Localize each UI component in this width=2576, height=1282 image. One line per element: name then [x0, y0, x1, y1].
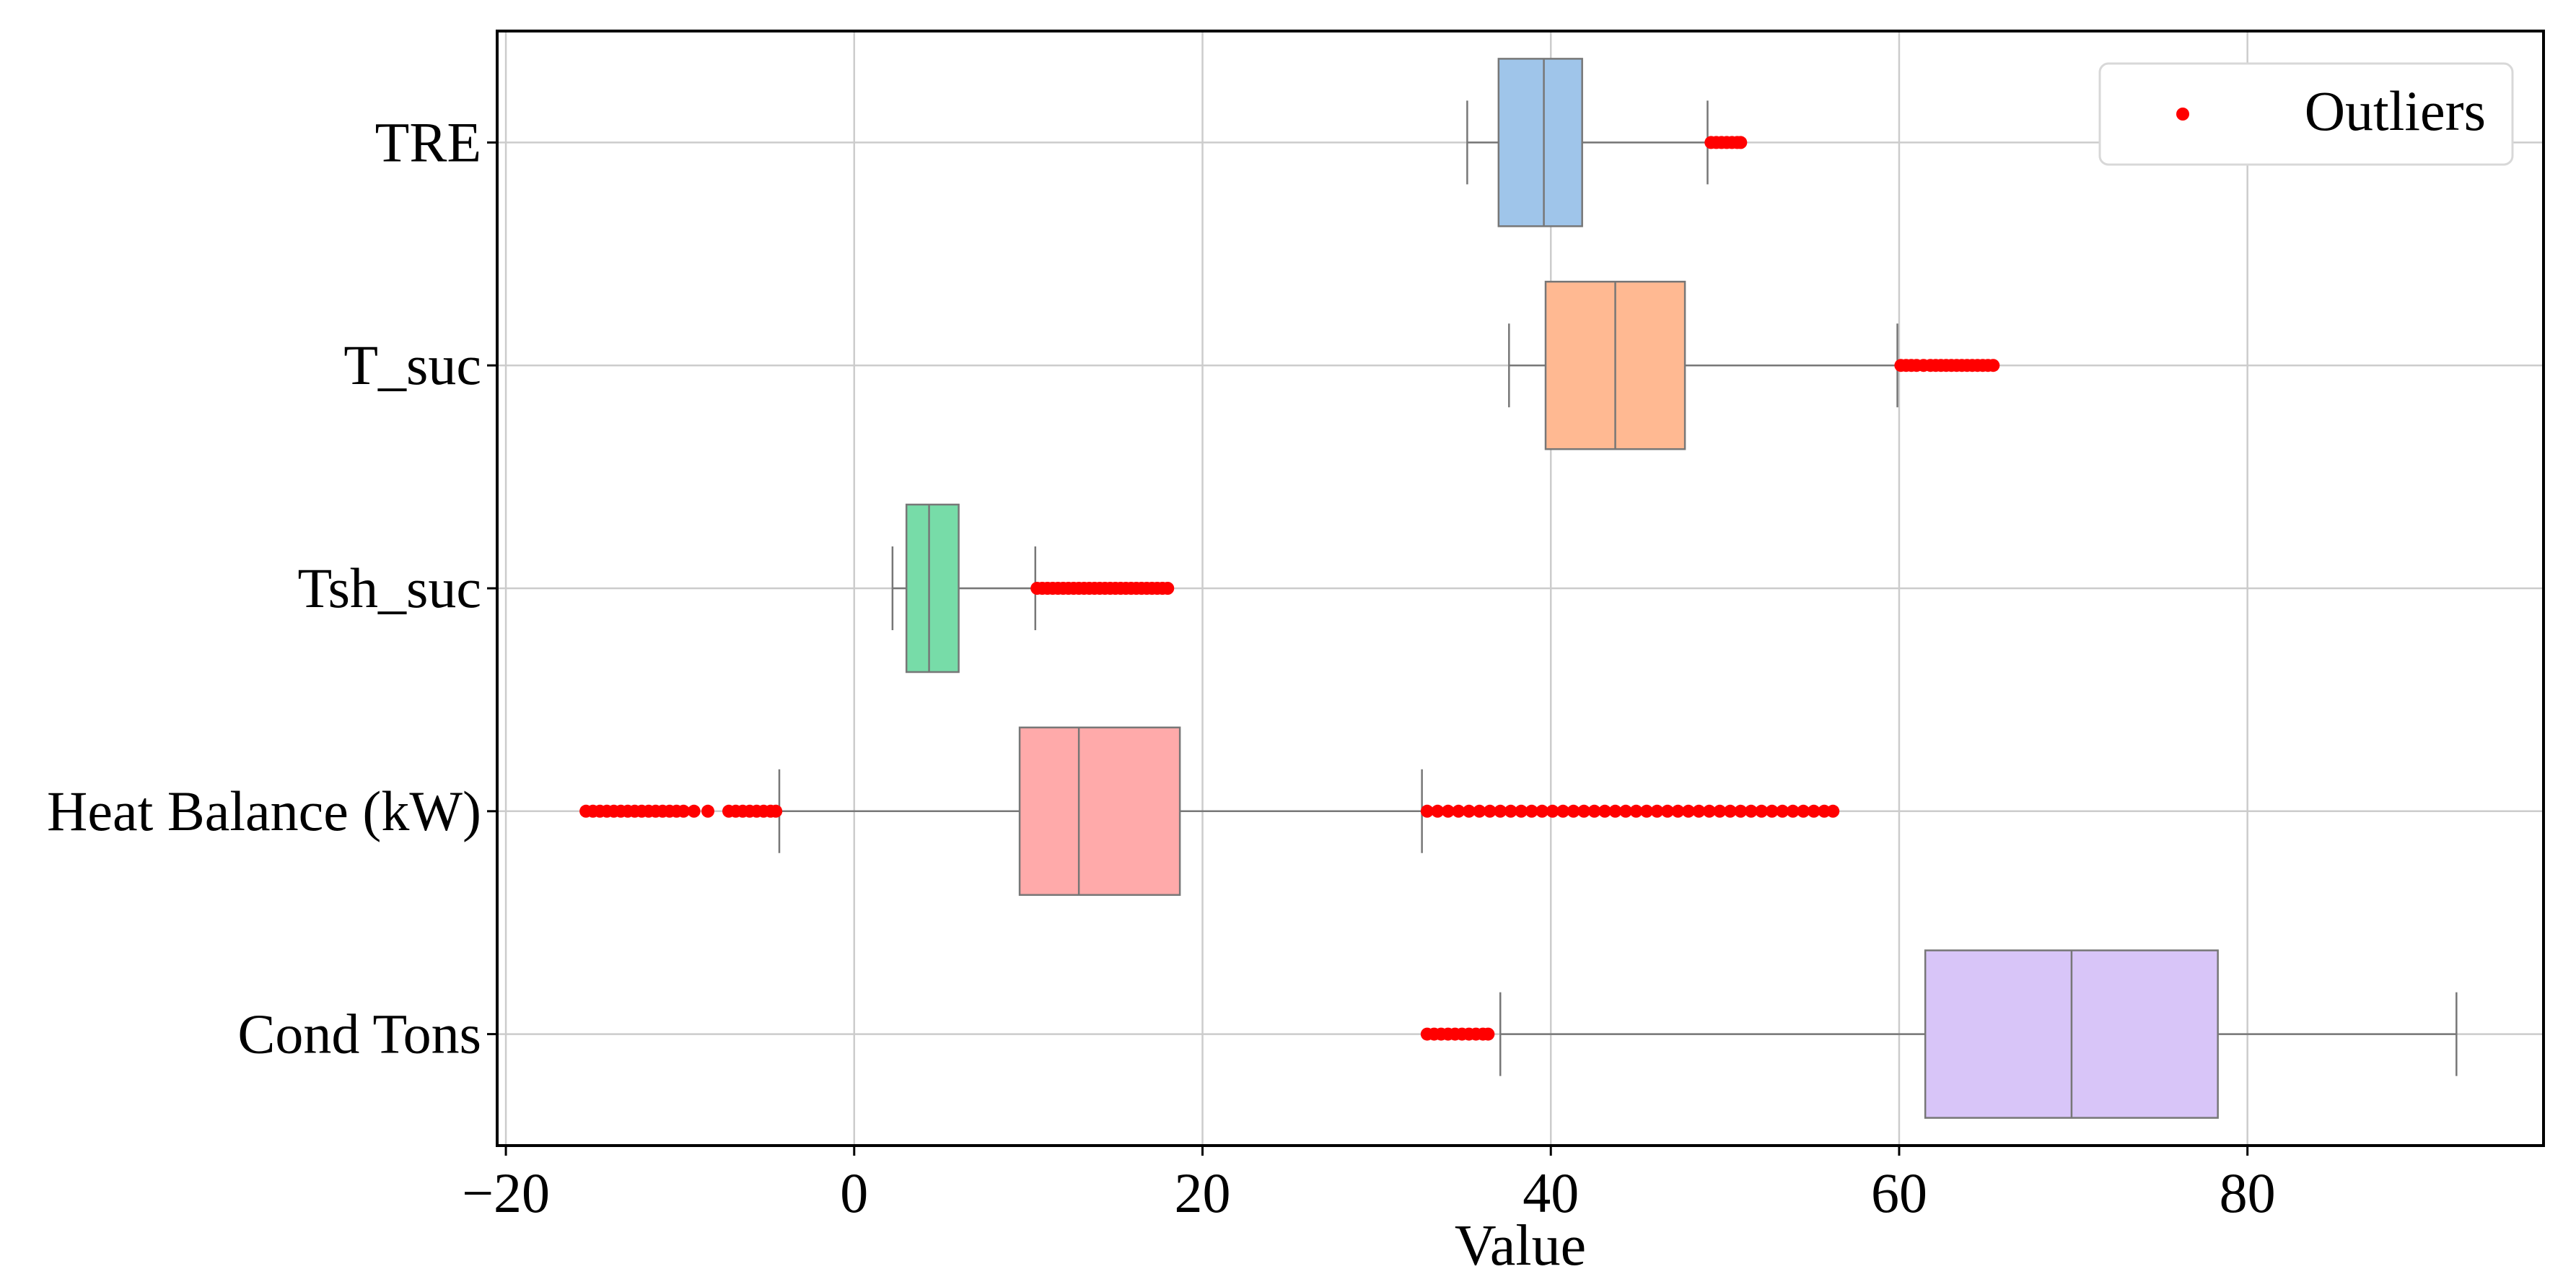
y-tick-label: Tsh_suc [297, 557, 481, 619]
outlier-point [1598, 804, 1612, 818]
box-t-suc [1508, 280, 1898, 450]
boxes [778, 58, 2458, 1119]
box-heat-balance-kw [778, 726, 1423, 897]
outlier-point [1420, 804, 1434, 818]
outlier-point [1608, 804, 1622, 818]
outlier-point [1535, 804, 1549, 818]
outlier-point [769, 804, 783, 818]
box-tsh-suc [891, 503, 1037, 673]
x-tick-label: 80 [2220, 1161, 2276, 1224]
outlier-point [1556, 804, 1570, 818]
outlier-point [1755, 804, 1769, 818]
outlier-point [1713, 804, 1727, 818]
outliers-tsh-suc [1030, 582, 1175, 595]
y-axis-ticks: TRE T_suc Tsh_suc Heat Balance (kW) Cond Ton… [47, 110, 497, 1065]
x-axis-title: Value [1455, 1214, 1586, 1278]
outlier-point [1452, 804, 1466, 818]
outlier-point [1826, 804, 1840, 818]
outlier-point [1797, 804, 1810, 818]
outlier-point [1629, 804, 1643, 818]
outlier-point [1525, 804, 1538, 818]
outlier-point [1723, 804, 1737, 818]
outlier-point [687, 804, 701, 818]
legend-box [2098, 62, 2514, 166]
outlier-point [1639, 804, 1653, 818]
outlier-point [1161, 582, 1175, 595]
outlier-point [1744, 804, 1758, 818]
y-tick-label: TRE [375, 110, 481, 173]
outliers-heat-balance-kw [579, 804, 1840, 818]
outlier-point [1765, 804, 1779, 818]
x-tick-label: 40 [1523, 1161, 1579, 1224]
outlier-point [1650, 804, 1664, 818]
x-tick-label: 60 [1871, 1161, 1927, 1224]
x-tick-label: 20 [1175, 1161, 1231, 1224]
outlier-point [1986, 359, 2000, 372]
outlier-point [677, 804, 691, 818]
outlier-point [1577, 804, 1591, 818]
iqr-box [905, 503, 960, 673]
outlier-point [1587, 804, 1601, 818]
outlier-point [1692, 804, 1706, 818]
iqr-box [1497, 58, 1583, 227]
outlier-point [1660, 804, 1674, 818]
legend-outlier-marker [2176, 108, 2189, 121]
outlier-point [1786, 804, 1800, 818]
outlier-point [1619, 804, 1633, 818]
x-axis-ticks: −20 0 20 40 60 80 [462, 1146, 2276, 1224]
x-tick-label: −20 [462, 1161, 550, 1224]
outlier-point [1494, 804, 1507, 818]
outlier-point [701, 804, 715, 818]
outliers-cond-tons [1420, 1027, 1495, 1041]
outlier-point [1734, 804, 1748, 818]
box-cond-tons [1499, 949, 2458, 1119]
outlier-point [1504, 804, 1517, 818]
legend: Outliers [2098, 62, 2514, 166]
outlier-point [1776, 804, 1789, 818]
outliers-tre [1704, 136, 1748, 149]
outlier-point [1483, 804, 1497, 818]
outlier-point [1702, 804, 1716, 818]
outlier-point [1515, 804, 1528, 818]
outliers [579, 136, 2000, 1041]
outlier-point [1567, 804, 1580, 818]
iqr-box [1018, 726, 1181, 897]
outlier-point [1671, 804, 1685, 818]
outlier-point [1481, 1027, 1495, 1041]
y-tick-label: Cond Tons [237, 1003, 481, 1065]
y-tick-label: Heat Balance (kW) [47, 780, 481, 842]
outlier-point [1431, 804, 1445, 818]
outlier-point [1681, 804, 1695, 818]
outlier-point [1734, 136, 1748, 149]
outliers-t-suc [1894, 359, 2000, 372]
legend-label: Outliers [2305, 79, 2486, 142]
outlier-point [1546, 804, 1559, 818]
outlier-point [1473, 804, 1486, 818]
outlier-point [1462, 804, 1476, 818]
outlier-point [1807, 804, 1821, 818]
outlier-point [1441, 804, 1455, 818]
y-tick-label: T_suc [343, 333, 481, 396]
x-tick-label: 0 [840, 1161, 868, 1224]
